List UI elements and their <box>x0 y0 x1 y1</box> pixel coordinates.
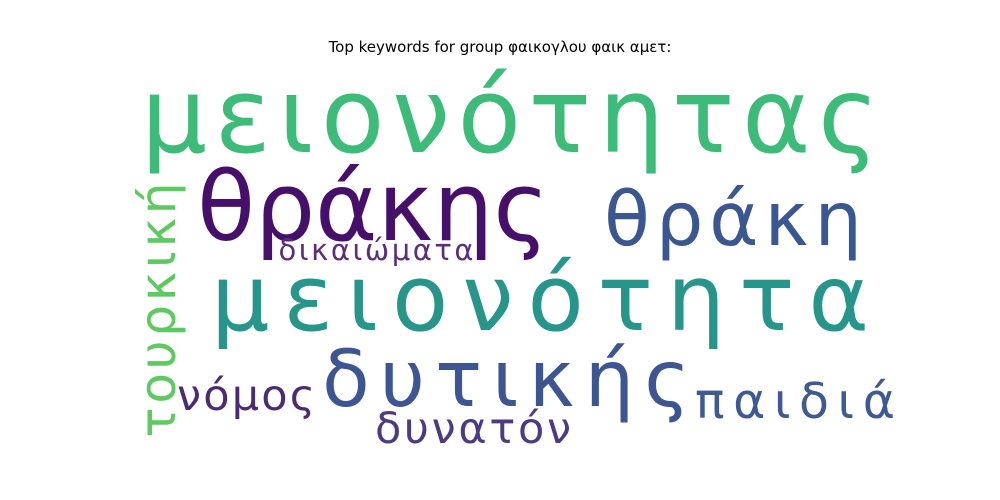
word-7: παιδιά <box>695 373 895 430</box>
word-2: θράκης <box>197 153 549 263</box>
word-4: δυτικής <box>322 335 690 425</box>
chart-title: Top keywords for group φαικογλου φαικ αμ… <box>328 38 672 56</box>
word-5: θράκη <box>604 175 862 263</box>
word-8: νόμος <box>177 371 315 421</box>
word-1: μειονότητας <box>141 55 879 177</box>
word-9: δυνατόν <box>375 404 571 454</box>
word-3: μειονότητα <box>211 245 869 352</box>
word-6: τουρκική <box>129 183 187 438</box>
word-10: δικαιώματα <box>279 233 474 267</box>
